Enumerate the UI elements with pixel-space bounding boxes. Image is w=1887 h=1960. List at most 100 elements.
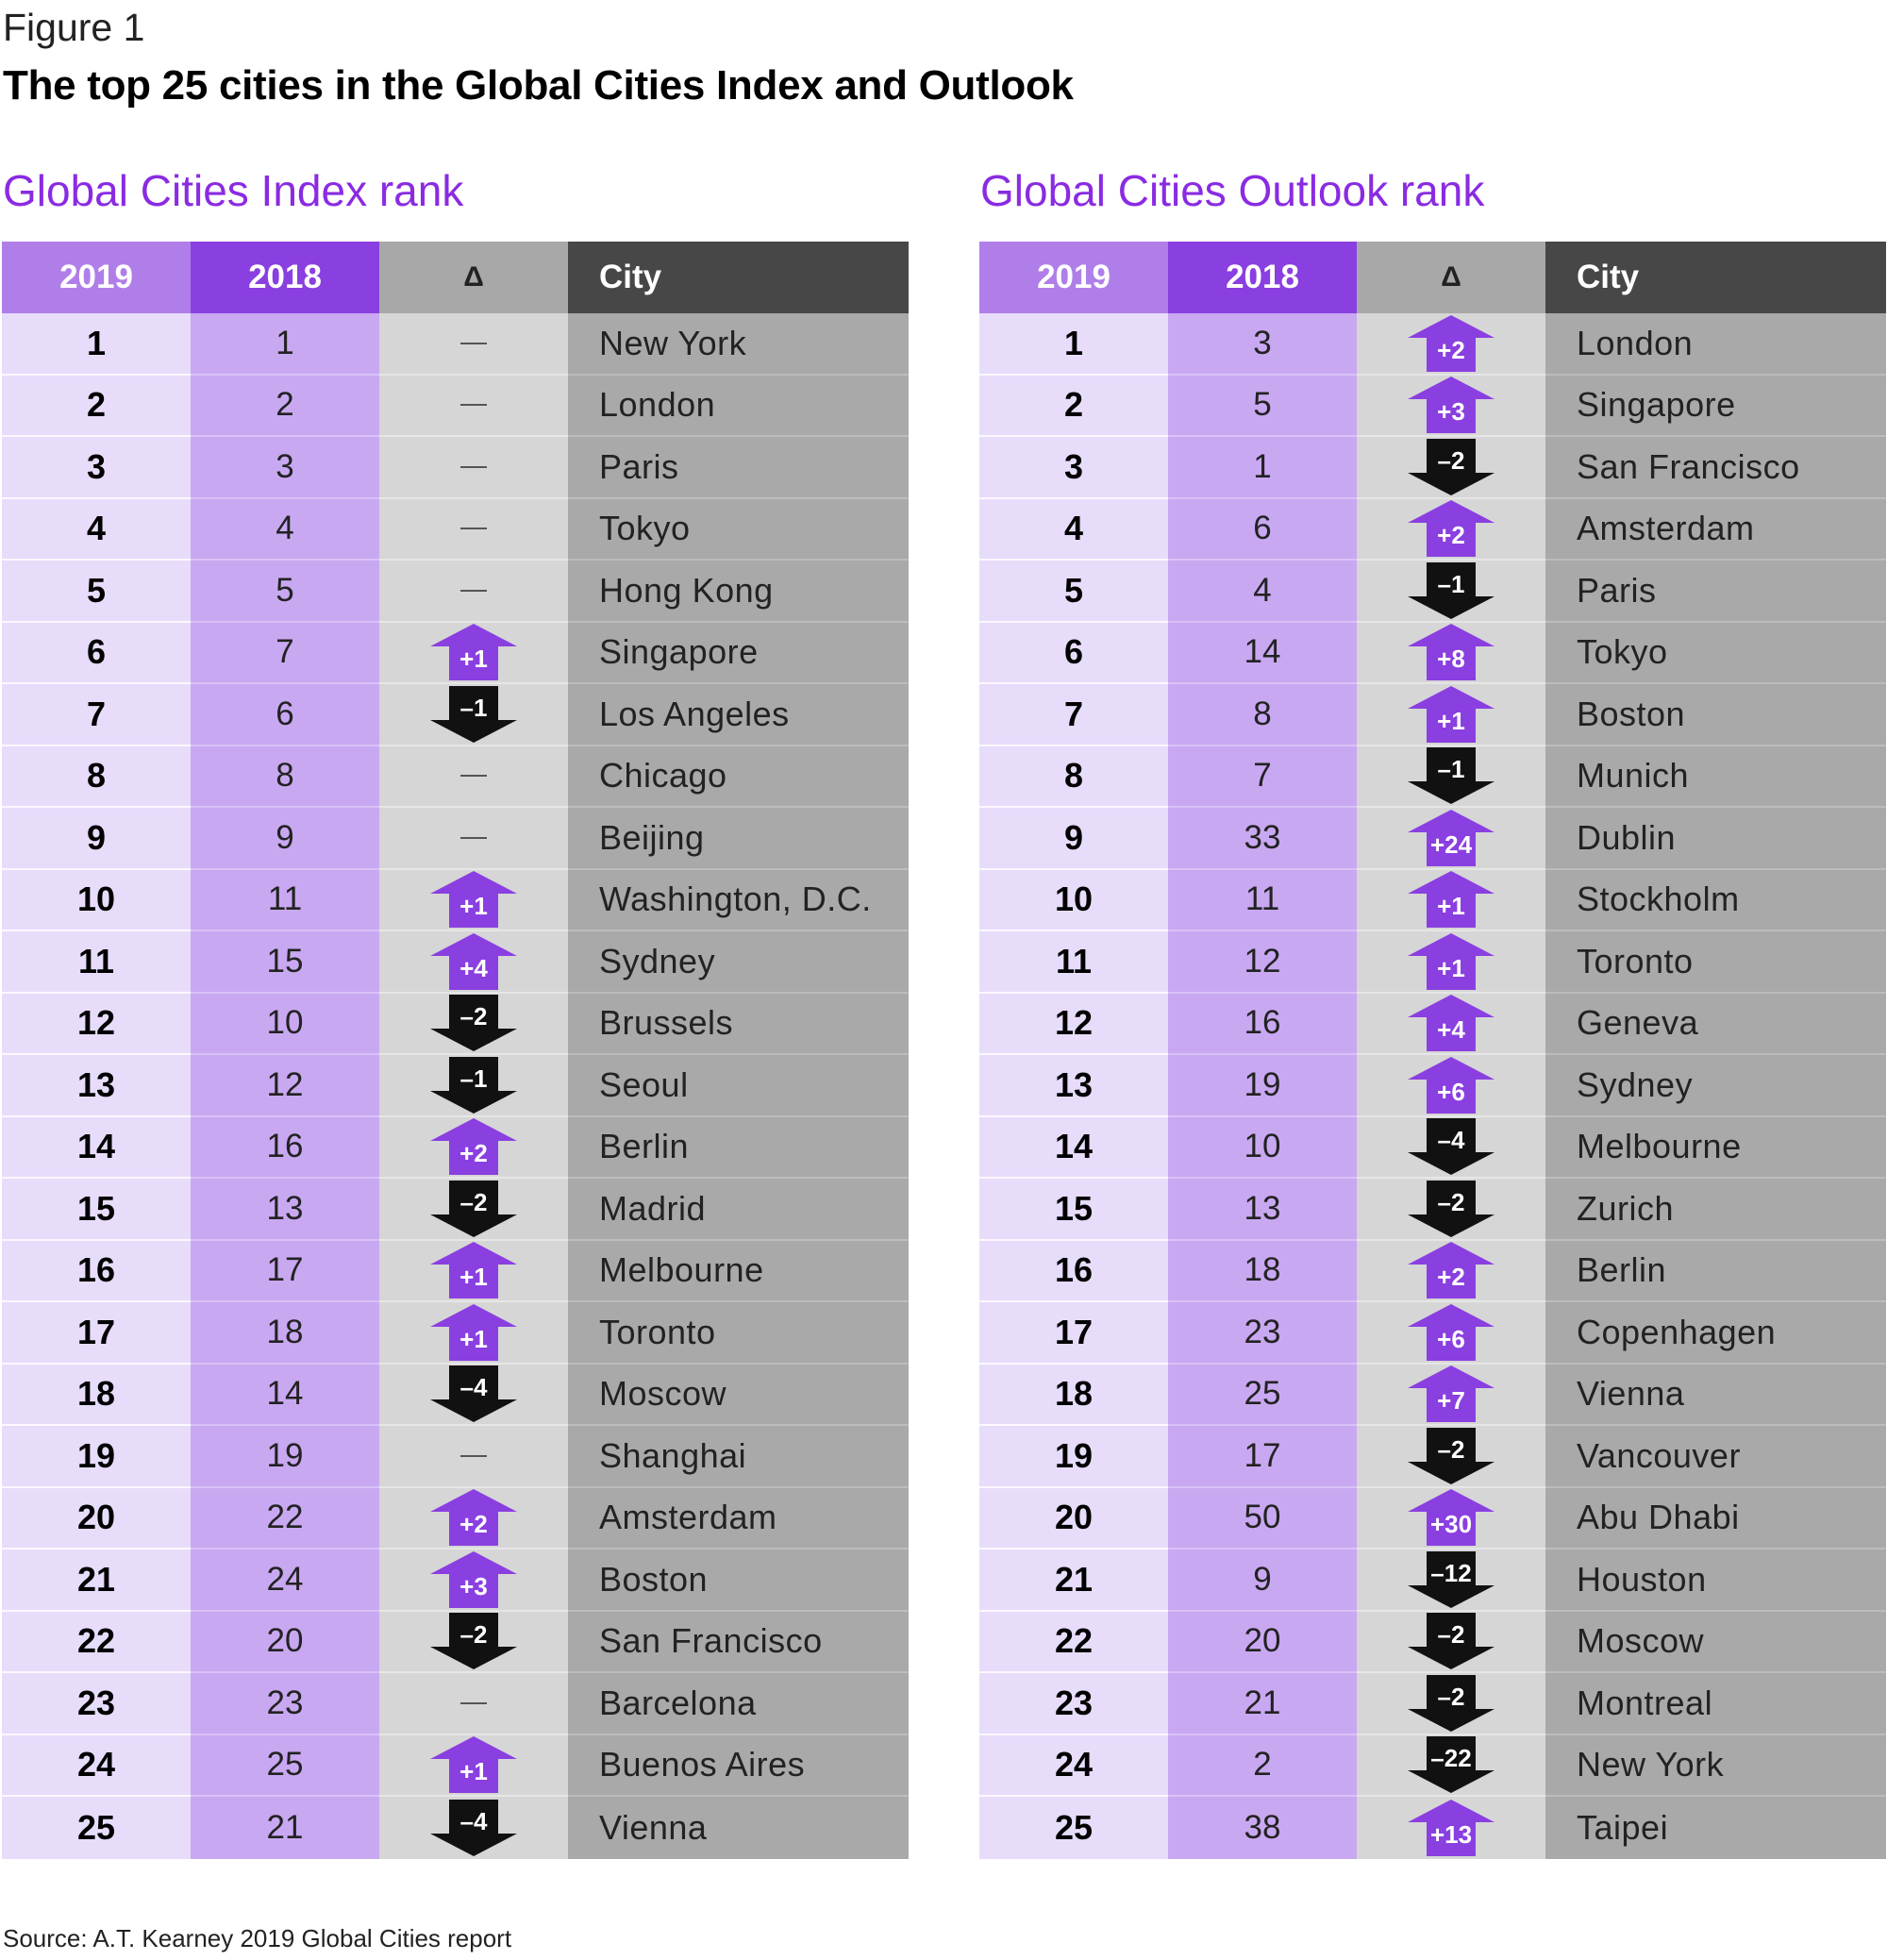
rank-change-label: +24: [1429, 829, 1473, 859]
rank-change-cell: +4: [1357, 993, 1545, 1055]
rank-2018-cell: 13: [1168, 1179, 1357, 1241]
city-name-cell: Toronto: [1545, 931, 1886, 994]
rank-2019-cell: 8: [2, 745, 191, 808]
table-row: 12 16 +4 Geneva: [979, 993, 1886, 1055]
table-row: 18 14 –4 Moscow: [2, 1364, 909, 1426]
rank-2018-cell: 23: [191, 1673, 379, 1735]
table-row: 19 17 –2 Vancouver: [979, 1426, 1886, 1488]
rank-change-label: +2: [1437, 335, 1465, 364]
table-row: 19 19 Shanghai: [2, 1426, 909, 1488]
city-name-cell: London: [568, 375, 909, 437]
rank-change-label: –2: [1437, 445, 1465, 475]
rank-2018-cell: 23: [1168, 1302, 1357, 1365]
rank-2019-cell: 23: [979, 1673, 1168, 1735]
rank-2018-cell: 16: [191, 1116, 379, 1179]
rank-up-arrow-icon: +2: [1406, 1242, 1496, 1299]
rank-2019-cell: 23: [2, 1673, 191, 1735]
table-row: 9 33 +24 Dublin: [979, 808, 1886, 870]
rank-change-cell: +1: [379, 1240, 568, 1302]
outlook-rank-table: 2019 2018 Δ City 1 3 +2 London 2 5 +3 Singapore…: [979, 242, 1886, 1859]
rank-change-label: –1: [459, 693, 488, 722]
rank-2018-cell: 19: [1168, 1055, 1357, 1117]
rank-2019-cell: 25: [979, 1797, 1168, 1859]
city-name-cell: Abu Dhabi: [1545, 1487, 1886, 1550]
no-change-dash-icon: [460, 775, 487, 778]
rank-up-arrow-icon: +2: [428, 1489, 519, 1547]
rank-2018-cell: 3: [1168, 313, 1357, 376]
city-name-cell: San Francisco: [568, 1611, 909, 1673]
table-row: 11 12 +1 Toronto: [979, 931, 1886, 994]
header-2018: 2018: [191, 242, 379, 313]
rank-2018-cell: 17: [1168, 1426, 1357, 1488]
table-row: 11 15 +4 Sydney: [2, 931, 909, 994]
table-row: 8 7 –1 Munich: [979, 745, 1886, 808]
rank-change-label: –2: [1437, 1682, 1465, 1711]
city-name-cell: Madrid: [568, 1179, 909, 1241]
rank-2019-cell: 13: [979, 1055, 1168, 1117]
rank-up-arrow-icon: +1: [428, 1242, 519, 1299]
table-row: 24 2 –22 New York: [979, 1734, 1886, 1797]
rank-2019-cell: 10: [979, 869, 1168, 931]
rank-2019-cell: 16: [979, 1240, 1168, 1302]
rank-change-cell: +4: [379, 931, 568, 994]
city-name-cell: Shanghai: [568, 1426, 909, 1488]
city-name-cell: Toronto: [568, 1302, 909, 1365]
rank-change-cell: +1: [1357, 931, 1545, 994]
rank-2018-cell: 11: [191, 869, 379, 931]
rank-2018-cell: 16: [1168, 993, 1357, 1055]
rank-down-arrow-icon: –1: [1406, 561, 1496, 619]
rank-2019-cell: 11: [979, 931, 1168, 994]
city-name-cell: New York: [568, 313, 909, 376]
rank-change-label: +2: [459, 1510, 488, 1539]
table-row: 6 14 +8 Tokyo: [979, 622, 1886, 684]
city-name-cell: Melbourne: [568, 1240, 909, 1302]
rank-2018-cell: 12: [1168, 931, 1357, 994]
city-name-cell: Chicago: [568, 745, 909, 808]
rank-2019-cell: 6: [2, 622, 191, 684]
rank-2018-cell: 5: [1168, 375, 1357, 437]
rank-down-arrow-icon: –2: [1406, 1613, 1496, 1670]
rank-change-label: +8: [1437, 645, 1465, 674]
city-name-cell: Houston: [1545, 1550, 1886, 1612]
rank-change-label: +1: [459, 1263, 488, 1292]
table-body: 1 1 New York 2 2 London 3 3 Paris 4 4 Tokyo 5 5 Hong K…: [2, 313, 909, 1859]
city-name-cell: Paris: [1545, 561, 1886, 623]
rank-2019-cell: 5: [2, 561, 191, 623]
city-name-cell: Montreal: [1545, 1673, 1886, 1735]
rank-change-label: +13: [1429, 1819, 1473, 1849]
rank-change-cell: +6: [1357, 1055, 1545, 1117]
city-name-cell: Boston: [568, 1550, 909, 1612]
rank-2019-cell: 6: [979, 622, 1168, 684]
table-row: 21 9 –12 Houston: [979, 1550, 1886, 1612]
rank-change-cell: +1: [379, 1302, 568, 1365]
rank-2019-cell: 9: [979, 808, 1168, 870]
rank-2018-cell: 12: [191, 1055, 379, 1117]
rank-2018-cell: 13: [191, 1179, 379, 1241]
rank-2018-cell: 21: [1168, 1673, 1357, 1735]
no-change-dash-icon: [460, 1454, 487, 1457]
rank-2018-cell: 2: [1168, 1734, 1357, 1797]
city-name-cell: Taipei: [1545, 1797, 1886, 1859]
table-row: 24 25 +1 Buenos Aires: [2, 1734, 909, 1797]
rank-2019-cell: 18: [979, 1364, 1168, 1426]
table-row: 15 13 –2 Madrid: [2, 1179, 909, 1241]
rank-change-cell: [379, 313, 568, 376]
rank-2018-cell: 25: [191, 1734, 379, 1797]
rank-2019-cell: 19: [2, 1426, 191, 1488]
rank-2019-cell: 18: [2, 1364, 191, 1426]
rank-change-cell: –1: [379, 684, 568, 746]
rank-change-label: +1: [459, 1757, 488, 1786]
rank-2019-cell: 9: [2, 808, 191, 870]
rank-change-label: –1: [1437, 569, 1465, 598]
rank-2019-cell: 12: [979, 993, 1168, 1055]
rank-2018-cell: 22: [191, 1487, 379, 1550]
rank-up-arrow-icon: +4: [428, 932, 519, 990]
rank-change-cell: +6: [1357, 1302, 1545, 1365]
table-row: 17 23 +6 Copenhagen: [979, 1302, 1886, 1365]
rank-2019-cell: 2: [979, 375, 1168, 437]
city-name-cell: Barcelona: [568, 1673, 909, 1735]
header-2019: 2019: [979, 242, 1168, 313]
city-name-cell: Munich: [1545, 745, 1886, 808]
rank-2018-cell: 15: [191, 931, 379, 994]
rank-2018-cell: 4: [1168, 561, 1357, 623]
